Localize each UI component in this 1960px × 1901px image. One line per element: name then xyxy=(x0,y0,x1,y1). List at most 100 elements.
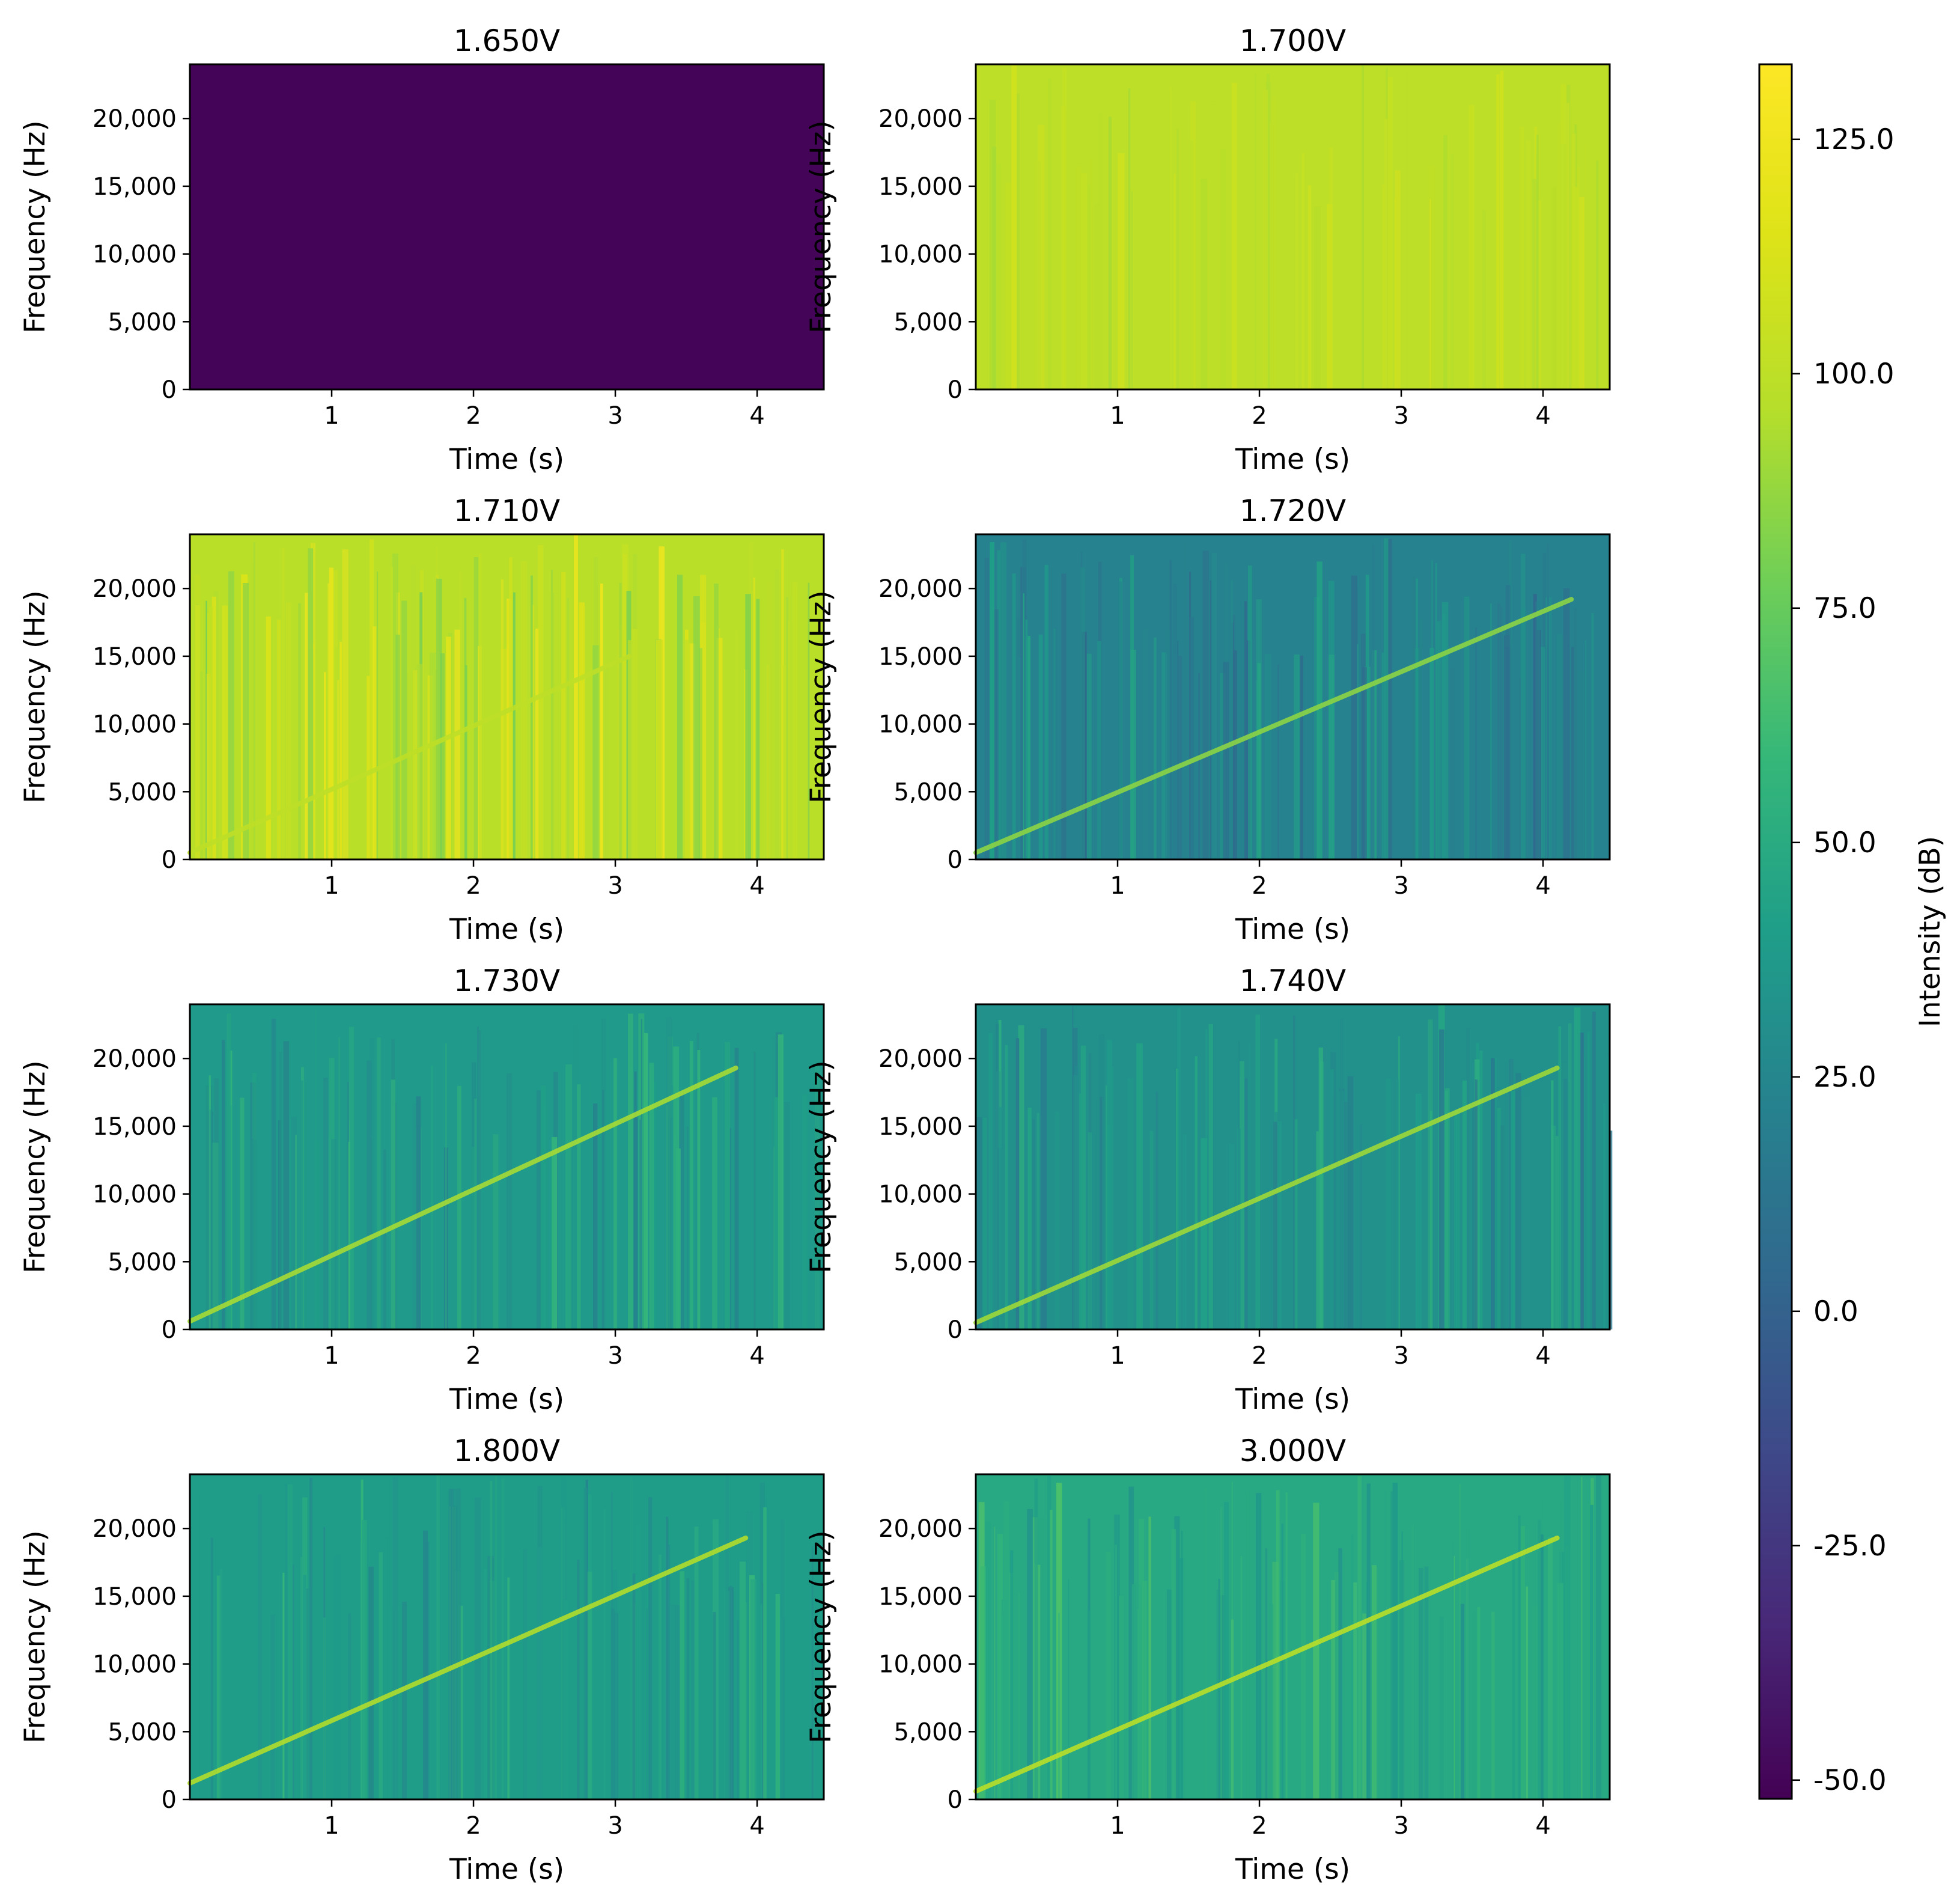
heatmap-stripe xyxy=(1533,594,1537,859)
heatmap-stripe xyxy=(377,571,379,859)
heatmap-stripe xyxy=(990,542,994,859)
heatmap-stripe xyxy=(1293,1015,1295,1329)
heatmap-stripe xyxy=(1027,636,1030,859)
x-tick-label: 1 xyxy=(1110,1812,1125,1840)
heatmap-stripe xyxy=(1419,1568,1423,1799)
heatmap-stripe xyxy=(775,569,779,859)
y-axis-label: Frequency (Hz) xyxy=(805,590,838,803)
y-tick-label: 15,000 xyxy=(878,173,963,201)
heatmap-stripe xyxy=(405,673,409,859)
heatmap-stripe xyxy=(1118,153,1125,389)
y-axis-label: Frequency (Hz) xyxy=(805,120,838,333)
heatmap-stripe xyxy=(1466,1028,1470,1329)
heatmap-stripe xyxy=(767,664,770,859)
heatmap-stripe xyxy=(495,1475,497,1799)
heatmap-stripe xyxy=(454,629,460,859)
heatmap-stripe xyxy=(1108,117,1112,389)
heatmap-stripe xyxy=(1556,633,1563,859)
heatmap-stripe xyxy=(1079,1093,1082,1329)
heatmap-stripe xyxy=(1220,673,1226,859)
heatmap-stripe xyxy=(471,1147,475,1329)
x-tick-label: 2 xyxy=(466,402,481,430)
spectrogram-panel: 1.710V 1 2 3 4 0 5,000 10,000 15,000 20,000 Time (… xyxy=(19,493,825,946)
heatmap-stripe xyxy=(1081,173,1087,389)
heatmap-stripe xyxy=(336,680,339,859)
x-axis-label: Time (s) xyxy=(449,443,564,476)
heatmap-stripes xyxy=(205,1010,820,1329)
heatmap-stripe xyxy=(1128,88,1131,389)
x-tick-label: 3 xyxy=(607,1342,622,1370)
heatmap-stripe xyxy=(1563,588,1570,859)
heatmap-stripe xyxy=(1100,1097,1103,1329)
heatmap-stripe xyxy=(1587,1503,1590,1799)
heatmap-stripe xyxy=(1027,1108,1032,1329)
heatmap-stripe xyxy=(1541,647,1545,859)
heatmap-stripe xyxy=(1086,653,1092,859)
x-tick-label: 2 xyxy=(1252,402,1267,430)
heatmap-stripe xyxy=(1097,641,1101,859)
heatmap-stripe xyxy=(760,1603,762,1799)
heatmap-background xyxy=(976,64,1610,389)
heatmap-stripe xyxy=(1596,1474,1602,1799)
heatmap-stripe xyxy=(1300,656,1303,859)
heatmap-stripe xyxy=(714,584,719,859)
heatmap-stripe xyxy=(1395,1079,1399,1329)
heatmap-stripe xyxy=(240,1097,245,1329)
heatmap-stripe xyxy=(373,626,377,859)
heatmap-stripe xyxy=(1128,1486,1134,1799)
heatmap-stripe xyxy=(228,571,235,859)
heatmap-stripe xyxy=(228,1105,232,1329)
heatmap-stripe xyxy=(1313,1503,1319,1799)
heatmap-stripe xyxy=(1401,1531,1403,1799)
heatmap-stripe xyxy=(593,1103,598,1329)
heatmap-stripe xyxy=(610,1608,615,1799)
heatmap-stripe xyxy=(1061,573,1067,859)
heatmap-stripe xyxy=(1044,565,1048,859)
heatmap-stripe xyxy=(473,557,479,859)
heatmap-stripe xyxy=(1017,1591,1021,1799)
heatmap-stripe xyxy=(672,1085,674,1329)
heatmap-stripe xyxy=(1034,1478,1038,1799)
heatmap-stripe xyxy=(604,667,609,859)
panel-title: 1.650V xyxy=(454,23,560,58)
colorbar-tick-label: 125.0 xyxy=(1813,123,1895,156)
heatmap-stripe xyxy=(1131,1584,1136,1799)
heatmap-stripe xyxy=(1512,1560,1515,1799)
spectrogram-panel: 1.740V 1 2 3 4 0 5,000 10,000 15,000 20,000 Time (… xyxy=(805,963,1613,1416)
heatmap-stripe xyxy=(781,549,784,859)
heatmap-stripe xyxy=(628,1013,633,1329)
heatmap-stripe xyxy=(536,1090,541,1329)
heatmap-stripe xyxy=(1090,156,1092,389)
axes-frame xyxy=(975,1473,1611,1801)
heatmap-stripe xyxy=(1416,578,1418,859)
heatmap-stripe xyxy=(1398,1036,1401,1329)
heatmap-stripe xyxy=(1231,580,1233,859)
heatmap-stripe xyxy=(504,1557,508,1799)
heatmap-stripe xyxy=(1055,1111,1060,1329)
heatmap-stripe xyxy=(1468,105,1475,389)
heatmap-stripe xyxy=(377,1037,381,1329)
heatmap-stripe xyxy=(814,1066,820,1329)
heatmap-stripe xyxy=(686,1578,690,1799)
heatmap-stripe xyxy=(1381,652,1384,859)
heatmap-stripe xyxy=(531,575,533,859)
heatmap-stripe xyxy=(550,1149,553,1329)
heatmap-stripe xyxy=(604,1509,606,1799)
heatmap-stripe xyxy=(1307,185,1311,389)
heatmap-stripe xyxy=(285,1484,288,1799)
heatmap-stripe xyxy=(385,1537,388,1799)
heatmap-stripe xyxy=(725,1042,731,1329)
heatmap-stripe xyxy=(778,1034,784,1329)
heatmap-stripe xyxy=(1238,1040,1240,1329)
x-tick-label: 4 xyxy=(749,1812,764,1840)
heatmap-stripe xyxy=(1462,1080,1467,1329)
heatmap-stripes xyxy=(989,65,1599,390)
heatmap-stripe xyxy=(1080,1045,1086,1329)
heatmap-stripe xyxy=(630,1477,633,1799)
y-tick-label: 20,000 xyxy=(93,575,177,603)
heatmap-stripe xyxy=(295,1135,297,1329)
heatmap-stripe xyxy=(1053,629,1056,859)
heatmap-stripe xyxy=(1515,1073,1521,1329)
x-tick-label: 1 xyxy=(1110,1342,1125,1370)
